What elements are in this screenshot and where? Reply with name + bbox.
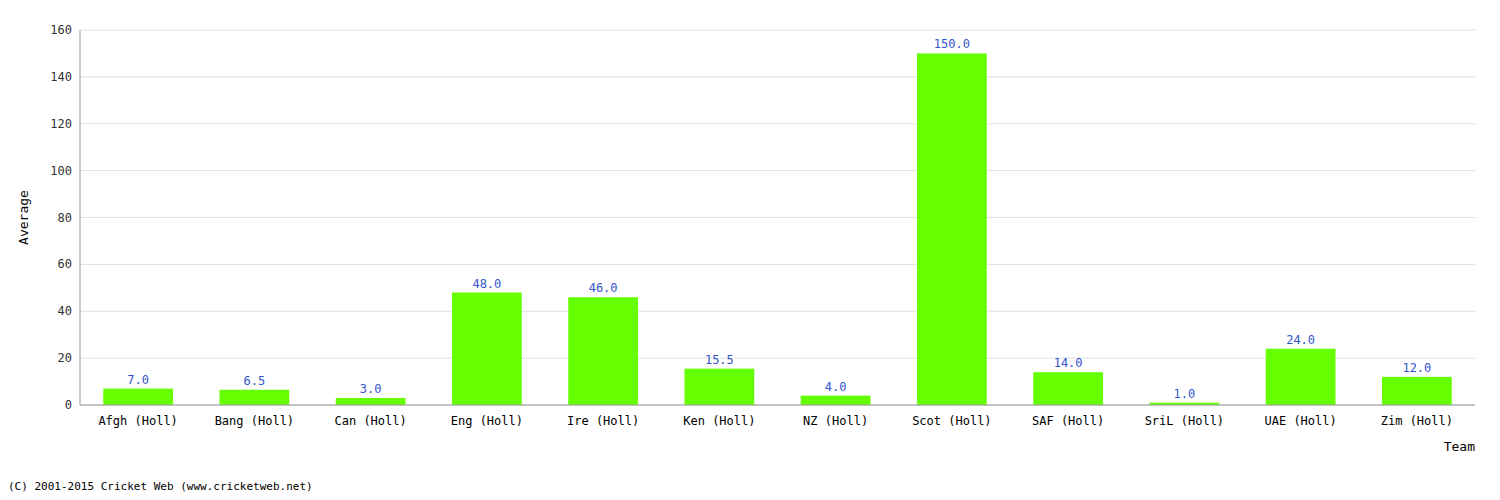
data-label: 7.0 [127,373,149,387]
x-tick-label: Scot (Holl) [912,414,991,428]
x-tick-label: Afgh (Holl) [98,414,177,428]
grid-line [80,76,1475,77]
data-label: 6.5 [244,374,266,388]
y-tick-label: 0 [65,398,72,412]
y-tick-label: 160 [50,23,72,37]
grid-line [80,311,1475,312]
grid-line [80,217,1475,218]
bar [220,390,290,405]
y-tick-label: 20 [58,351,72,365]
bar [801,396,871,405]
footer: (C) 2001-2015 Cricket Web (www.cricketwe… [8,480,313,493]
data-label: 1.0 [1174,387,1196,401]
data-labels: 7.0 6.5 3.0 48.0 46.0 15.5 4.0 150.0 14.0 1.0 24.0… [127,37,1431,400]
data-label: 14.0 [1054,356,1083,370]
x-tick-label: NZ (Holl) [803,414,868,428]
x-tick-label: Zim (Holl) [1381,414,1453,428]
grid-line [80,30,1475,31]
y-tick-label: 60 [58,257,72,271]
chart-svg: 0 20 40 60 80 100 120 140 160 7.0 6.5 3.0 48.0 46.0 15… [0,0,1500,500]
data-label: 3.0 [360,382,382,396]
grid-line [80,170,1475,171]
y-tick-label: 80 [58,211,72,225]
grid [80,30,1475,405]
x-tick-label: Ken (Holl) [683,414,755,428]
bar [568,297,638,405]
x-tick-label: Ire (Holl) [567,414,639,428]
bar [452,293,522,406]
y-tick-label: 100 [50,164,72,178]
x-axis-label: Team [1444,439,1475,454]
x-tick-label: Bang (Holl) [215,414,294,428]
bars [103,53,1452,405]
y-tick-label: 140 [50,70,72,84]
data-label: 12.0 [1402,361,1431,375]
x-tick-label: Can (Holl) [335,414,407,428]
bar [1033,372,1103,405]
grid-line [80,264,1475,265]
bar [685,369,755,405]
y-axis: 0 20 40 60 80 100 120 140 160 [50,23,72,412]
grid-line [80,123,1475,124]
data-label: 150.0 [934,37,970,51]
bar [1266,349,1336,405]
y-axis-label: Average [16,190,31,245]
y-axis-line [80,30,81,405]
y-tick-label: 40 [58,304,72,318]
bar [103,389,173,405]
chart-container: 0 20 40 60 80 100 120 140 160 7.0 6.5 3.0 48.0 46.0 15… [0,0,1500,500]
x-axis: Afgh (Holl) Bang (Holl) Can (Holl) Eng (Hol… [98,414,1453,428]
x-tick-label: Eng (Holl) [451,414,523,428]
data-label: 24.0 [1286,333,1315,347]
x-axis-line [80,405,1475,406]
bar [1382,377,1452,405]
bar [917,53,987,405]
grid-line [80,405,1475,406]
y-tick-label: 120 [50,117,72,131]
data-label: 15.5 [705,353,734,367]
data-label: 48.0 [472,277,501,291]
bar [336,398,406,405]
x-tick-label: SAF (Holl) [1032,414,1104,428]
data-label: 4.0 [825,380,847,394]
x-tick-label: SriL (Holl) [1145,414,1224,428]
x-tick-label: UAE (Holl) [1265,414,1337,428]
data-label: 46.0 [589,281,618,295]
